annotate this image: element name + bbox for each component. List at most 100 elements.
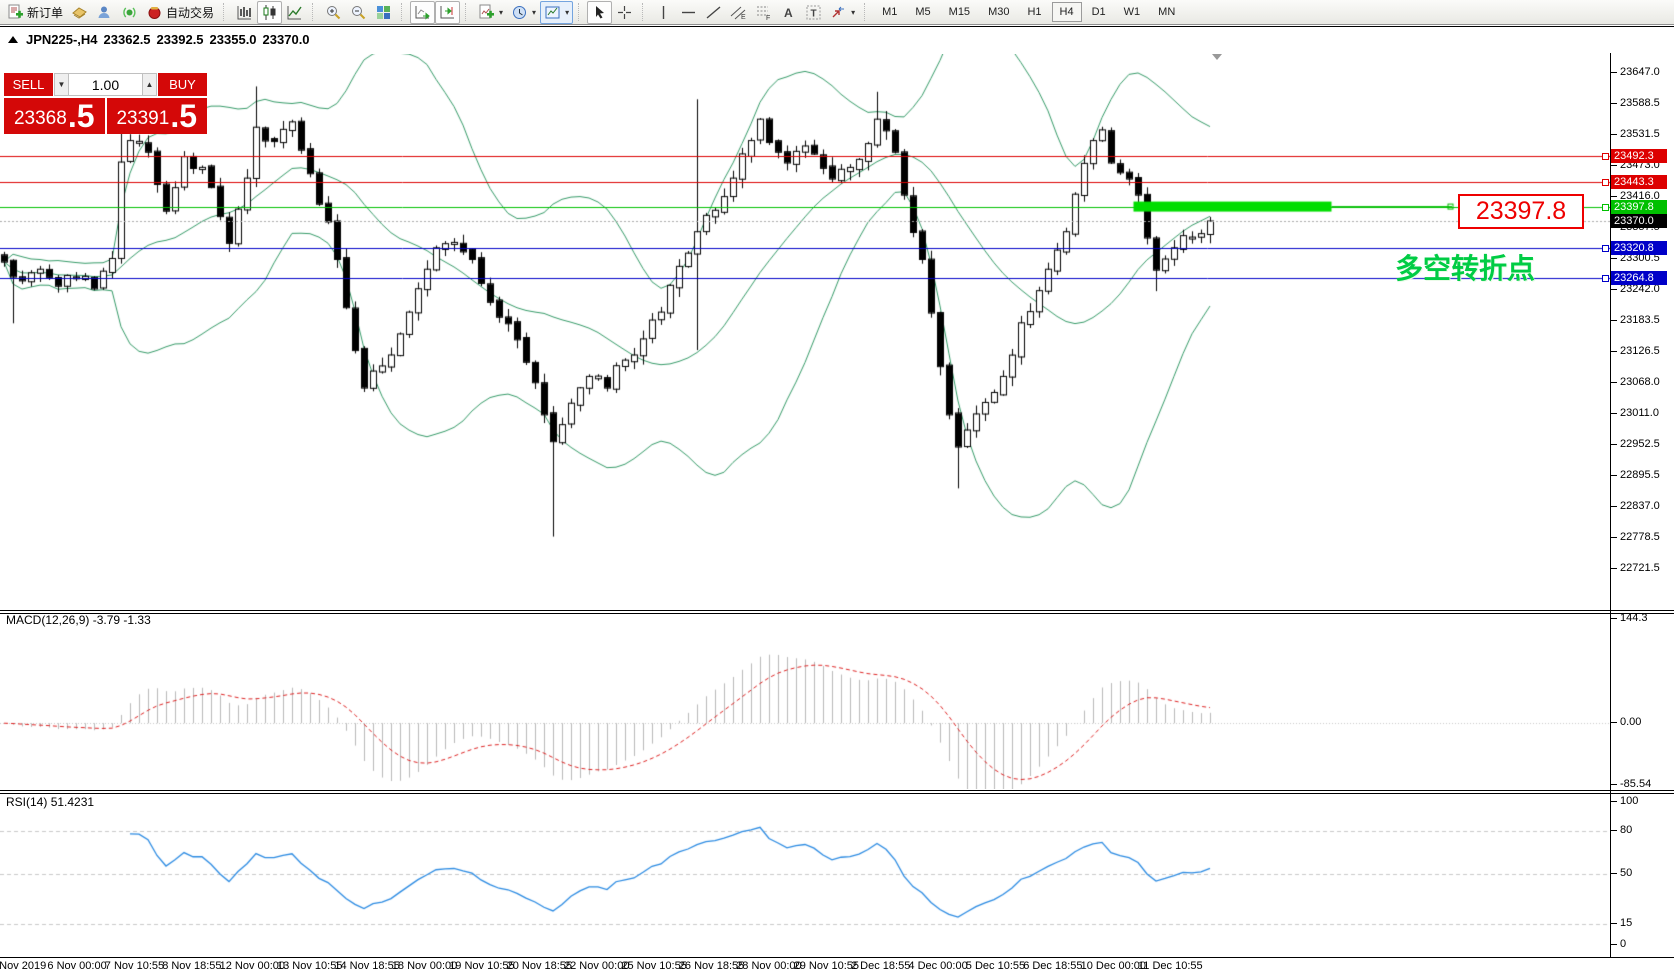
- line-endpoint-handle[interactable]: [1602, 274, 1609, 282]
- crosshair-button[interactable]: [612, 1, 637, 24]
- vertical-line-button[interactable]: [651, 1, 676, 24]
- chart-shift-icon: [439, 4, 456, 21]
- volume-input[interactable]: [69, 73, 142, 96]
- macd-panel-canvas[interactable]: [0, 613, 1610, 789]
- time-tick-label: 26 Nov 18:55: [678, 960, 745, 972]
- sell-price[interactable]: 23368 .5: [4, 98, 105, 134]
- periods-button[interactable]: ▾: [507, 1, 540, 24]
- equidistant-channel-button[interactable]: E: [726, 1, 751, 24]
- toolbar-separator: [642, 3, 647, 21]
- price-tick-label: 80: [1610, 823, 1633, 836]
- trendline-button[interactable]: [701, 1, 726, 24]
- time-tick-label: 10 Dec 00:00: [1080, 960, 1147, 972]
- price-tick-label: 0.00: [1610, 716, 1642, 729]
- chevron-down-icon[interactable]: ▾: [499, 7, 504, 17]
- indicators-button[interactable]: ▾: [474, 1, 507, 24]
- buy-price[interactable]: 23391 .5: [106, 98, 207, 134]
- time-tick-label: 25 Nov 10:55: [621, 960, 687, 972]
- time-tick-label: 7 Nov 10:55: [104, 960, 165, 972]
- time-tick-label: 5 Dec 10:55: [965, 960, 1026, 972]
- price-tick-label: 144.3: [1611, 612, 1648, 624]
- chart-shift-marker-icon: [1212, 54, 1222, 60]
- tile-windows-icon: [375, 4, 392, 21]
- time-tick-label: 19 Nov 10:55: [449, 960, 515, 972]
- horizontal-line-button[interactable]: [676, 1, 701, 24]
- text-icon: A: [780, 4, 797, 21]
- ohlc-high: 23392.5: [156, 32, 204, 47]
- arrows-button[interactable]: ▾: [826, 1, 859, 24]
- buy-button[interactable]: BUY: [157, 73, 207, 96]
- cursor-icon: [591, 4, 608, 21]
- price-chart-canvas[interactable]: [0, 54, 1610, 611]
- price-tick-label: 15: [1610, 916, 1633, 929]
- timeframe-h4[interactable]: H4: [1051, 2, 1082, 22]
- line-endpoint-handle[interactable]: [1602, 244, 1609, 252]
- volume-decrease-button[interactable]: ▼: [54, 73, 69, 96]
- chart-shift-button[interactable]: [435, 0, 461, 24]
- panel-separator[interactable]: [0, 790, 1674, 794]
- time-tick-label: 6 Nov 00:00: [47, 960, 107, 972]
- templates-button[interactable]: ▾: [540, 0, 574, 24]
- chevron-down-icon[interactable]: ▾: [565, 7, 570, 17]
- zoom-out-icon: [350, 4, 367, 21]
- turning-point-text[interactable]: 多空转折点: [1395, 253, 1536, 284]
- timeframe-w1[interactable]: W1: [1123, 6, 1141, 18]
- timeframe-m1[interactable]: M1: [882, 6, 898, 18]
- rsi-panel-canvas[interactable]: [0, 793, 1610, 957]
- auto-trading-icon: [146, 4, 163, 21]
- arrows-icon: [830, 4, 847, 21]
- text-label-button[interactable]: T: [801, 1, 826, 24]
- price-tick-label: 22721.5: [1611, 562, 1660, 575]
- time-tick-label: 29 Nov 10:55: [793, 960, 860, 972]
- price-tick-label: 23183.5: [1611, 314, 1660, 327]
- line-endpoint-handle[interactable]: [1602, 179, 1609, 187]
- timeframe-m30[interactable]: M30: [988, 6, 1010, 18]
- volume-increase-button[interactable]: ▲: [142, 73, 157, 96]
- new-order-icon: [7, 4, 24, 21]
- auto-scroll-button[interactable]: [410, 0, 436, 24]
- text-button[interactable]: A: [776, 1, 801, 24]
- chevron-down-icon[interactable]: ▾: [851, 7, 856, 17]
- timeframe-h1[interactable]: H1: [1027, 6, 1042, 18]
- line-endpoint-handle[interactable]: [1602, 152, 1609, 160]
- fibonacci-button[interactable]: F: [751, 1, 776, 24]
- periods-icon: [511, 4, 528, 21]
- toolbar-separator: [223, 3, 228, 21]
- time-tick-label: 4 Nov 2019: [0, 960, 47, 972]
- charts-stack-button[interactable]: [67, 1, 92, 24]
- vertical-line-icon: [655, 4, 672, 21]
- zoom-in-button[interactable]: [321, 1, 346, 24]
- cursor-button[interactable]: [587, 0, 613, 24]
- line-chart-button[interactable]: [282, 1, 307, 24]
- timeframe-m15[interactable]: M15: [948, 6, 971, 18]
- timeframe-m5[interactable]: M5: [915, 6, 931, 18]
- zoom-out-button[interactable]: [346, 1, 371, 24]
- chevron-down-icon[interactable]: ▾: [532, 7, 537, 17]
- timeframe-mn[interactable]: MN: [1158, 6, 1176, 18]
- price-level-tag: 23492.3: [1611, 148, 1667, 163]
- candlesticks-button[interactable]: [257, 0, 283, 24]
- price-callout-box[interactable]: 23397.8: [1458, 194, 1584, 229]
- tile-windows-button[interactable]: [371, 1, 396, 24]
- sell-button[interactable]: SELL: [4, 73, 54, 96]
- zoom-in-icon: [325, 4, 342, 21]
- equidistant-channel-icon: E: [730, 4, 747, 21]
- line-endpoint-handle[interactable]: [1602, 203, 1609, 211]
- panel-separator[interactable]: [0, 610, 1674, 614]
- text-label-icon: T: [805, 4, 822, 21]
- new-order-button[interactable]: 新订单: [3, 1, 67, 24]
- collapse-chart-icon[interactable]: [8, 36, 18, 43]
- auto-trading-button[interactable]: 自动交易: [142, 1, 218, 24]
- rsi-label: RSI(14): [6, 795, 48, 809]
- bar-chart-button[interactable]: [232, 1, 257, 24]
- svg-text:F: F: [766, 15, 770, 21]
- svg-text:T: T: [811, 8, 817, 19]
- price-tick-label: 22895.5: [1611, 468, 1660, 481]
- price-level-tag: 23443.3: [1611, 175, 1667, 190]
- price-axis-line: [1610, 53, 1611, 958]
- price-tick-label: 22837.0: [1611, 500, 1660, 513]
- signals-button[interactable]: [117, 1, 142, 24]
- mql5-community-button[interactable]: [92, 1, 117, 24]
- timeframe-d1[interactable]: D1: [1091, 6, 1106, 18]
- macd-value-main: -3.79: [92, 613, 121, 627]
